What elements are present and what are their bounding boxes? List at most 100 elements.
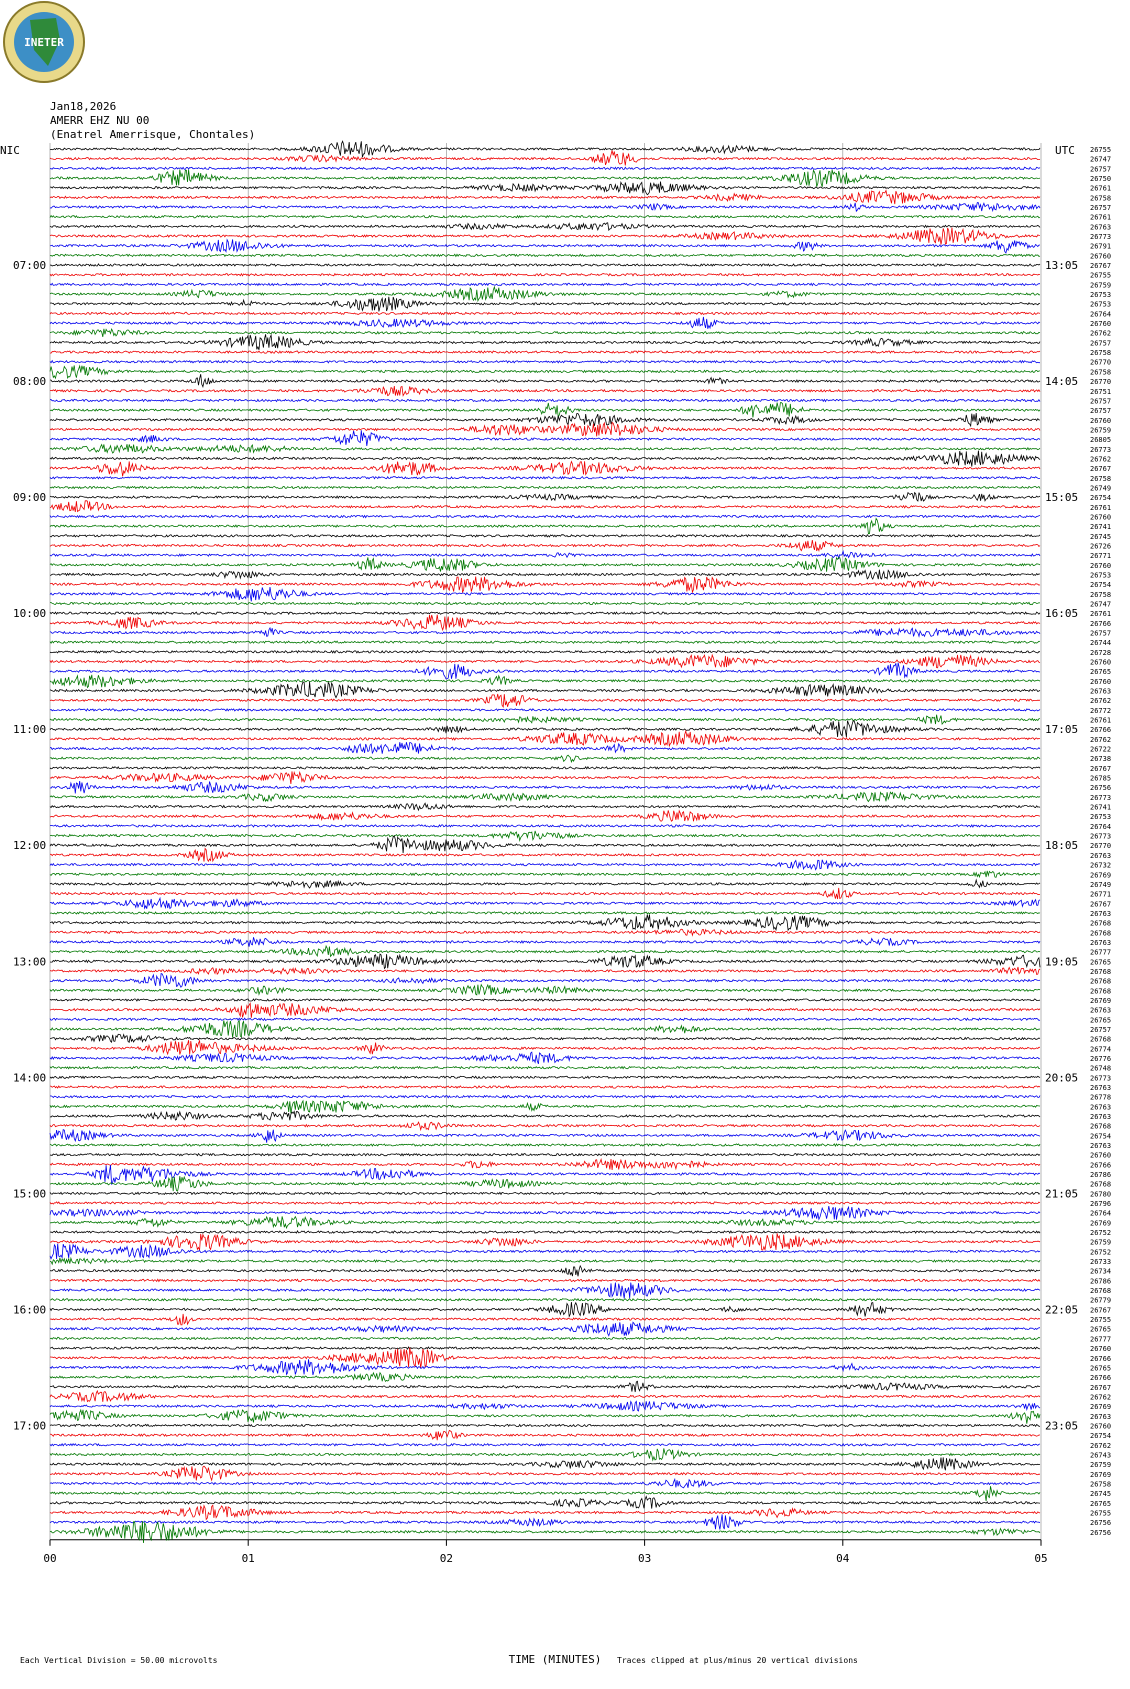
trace — [49, 1110, 1041, 1121]
trace-count: 26763 — [1090, 910, 1111, 918]
trace — [49, 359, 1040, 364]
trace-count: 26754 — [1090, 1432, 1111, 1440]
trace-count: 26755 — [1090, 1316, 1111, 1324]
left-hour: 15:00 — [13, 1187, 46, 1200]
trace — [49, 653, 1041, 669]
trace — [49, 263, 1041, 267]
trace — [49, 1504, 1041, 1521]
trace-count: 26768 — [1090, 968, 1111, 976]
trace — [49, 1243, 1041, 1260]
trace — [49, 614, 1041, 632]
trace-count: 26761 — [1090, 214, 1111, 222]
trace — [49, 1301, 1041, 1318]
trace — [49, 693, 1041, 708]
trace-count: 26760 — [1090, 252, 1111, 260]
trace-count: 26763 — [1090, 1084, 1111, 1092]
trace — [49, 1408, 1041, 1424]
trace — [49, 674, 1041, 689]
trace-count: 26765 — [1090, 1364, 1111, 1372]
trace — [49, 1313, 1041, 1326]
trace — [50, 887, 1041, 900]
trace — [49, 1158, 1041, 1171]
trace — [49, 1514, 1041, 1530]
trace-count: 26776 — [1090, 1055, 1111, 1063]
trace — [49, 729, 1041, 748]
trace-count: 26770 — [1090, 359, 1111, 367]
trace — [49, 1019, 1041, 1038]
trace — [49, 350, 1041, 354]
trace-count: 26762 — [1090, 455, 1111, 463]
trace-count: 26780 — [1090, 1190, 1111, 1198]
trace-count: 26734 — [1090, 1268, 1111, 1276]
trace-count: 26757 — [1090, 339, 1111, 347]
trace-count: 26753 — [1090, 571, 1111, 579]
location: (Enatrel Amerrisque, Chontales) — [50, 128, 255, 141]
trace-count: 26791 — [1090, 243, 1111, 251]
trace-count: 26754 — [1090, 494, 1111, 502]
trace-count: 26758 — [1090, 194, 1111, 202]
trace-count: 26773 — [1090, 233, 1111, 241]
trace — [49, 1233, 1041, 1252]
trace-count: 26768 — [1090, 920, 1111, 928]
trace-count: 26761 — [1090, 504, 1111, 512]
trace — [49, 742, 1041, 755]
trace-count: 26762 — [1090, 1442, 1111, 1450]
trace — [49, 1371, 1040, 1383]
trace — [49, 1001, 1041, 1018]
trace — [49, 1448, 1041, 1462]
trace — [49, 1297, 1041, 1302]
trace — [49, 421, 1041, 437]
trace-count: 26728 — [1090, 649, 1111, 657]
trace-count: 26726 — [1090, 542, 1111, 550]
trace-count: 26765 — [1090, 668, 1111, 676]
trace-count: 26758 — [1090, 349, 1111, 357]
trace-count: 26768 — [1090, 1036, 1111, 1044]
x-tick-label: 05 — [1034, 1552, 1047, 1565]
trace — [49, 662, 1041, 680]
trace-count: 26766 — [1090, 620, 1111, 628]
trace — [49, 1085, 1041, 1089]
trace — [49, 533, 1041, 538]
trace — [50, 847, 1041, 863]
trace-count: 26763 — [1090, 1007, 1111, 1015]
trace — [49, 983, 1041, 996]
trace-count: 26763 — [1090, 1413, 1111, 1421]
trace — [49, 586, 1041, 602]
trace-count: 26763 — [1090, 1103, 1111, 1111]
trace — [49, 1152, 1041, 1157]
trace — [49, 1164, 1041, 1185]
trace-count: 26758 — [1090, 475, 1111, 483]
trace-count: 26760 — [1090, 678, 1111, 686]
trace-count: 26763 — [1090, 223, 1111, 231]
trace-count: 26753 — [1090, 291, 1111, 299]
trace — [49, 1321, 1041, 1337]
left-hour: 12:00 — [13, 839, 46, 852]
trace — [49, 491, 1041, 502]
trace — [49, 878, 1041, 889]
trace — [49, 1191, 1041, 1196]
trace-count: 26769 — [1090, 871, 1111, 879]
trace-count: 26768 — [1090, 1287, 1111, 1295]
trace — [49, 1477, 1041, 1489]
trace — [49, 517, 1041, 535]
trace — [49, 1400, 1041, 1412]
trace — [49, 720, 1041, 738]
trace-count: 26773 — [1090, 1074, 1111, 1082]
trace-count: 26752 — [1090, 1248, 1111, 1256]
trace — [49, 311, 1041, 316]
trace — [49, 1065, 1041, 1070]
trace — [49, 1380, 1041, 1393]
trace — [49, 500, 1041, 513]
trace — [49, 611, 1041, 615]
trace — [49, 1051, 1041, 1065]
trace — [49, 1465, 1041, 1482]
trace — [49, 824, 1041, 828]
trace-count: 26762 — [1090, 330, 1111, 338]
trace-count: 26768 — [1090, 1123, 1111, 1131]
trace — [49, 222, 1041, 232]
trace-count: 26757 — [1090, 397, 1111, 405]
trace-count: 26765 — [1090, 958, 1111, 966]
trace — [49, 830, 1041, 842]
